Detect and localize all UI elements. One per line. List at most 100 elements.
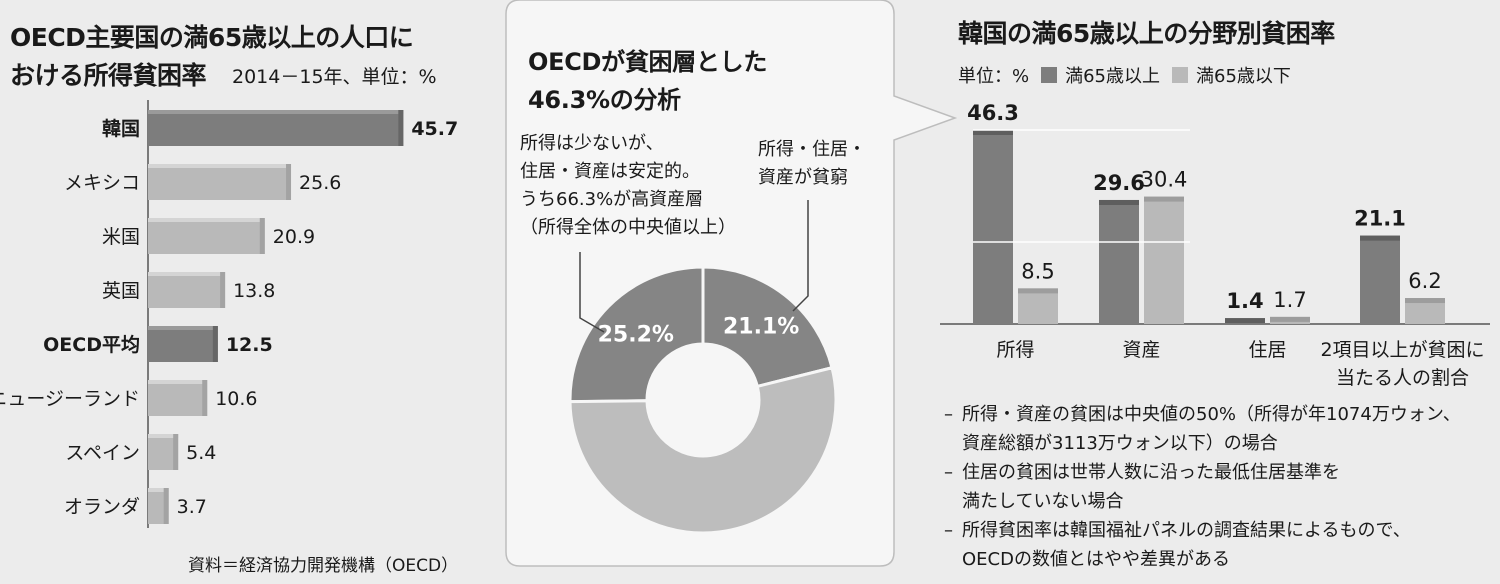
left-chart-title-line1: OECD主要国の満65歳以上の人口に	[10, 23, 414, 52]
bar-highlight	[148, 326, 218, 330]
middle-chart-title-line1: OECDが貧困層とした	[528, 48, 768, 76]
value-label: 30.4	[1141, 168, 1188, 192]
bar	[148, 380, 208, 416]
value-label: 20.9	[273, 226, 315, 248]
bar-cap	[1099, 199, 1139, 205]
note-item: – 住居の貧困は世帯人数に沿った最低住居基準を 満たしていない場合	[944, 458, 1461, 516]
bar-highlight	[148, 488, 169, 492]
legend-swatch-over65	[1041, 67, 1058, 83]
value-label: 3.7	[177, 496, 207, 518]
bar-cap	[973, 130, 1013, 135]
value-label: 25.6	[299, 172, 341, 194]
category-label: OECD平均	[43, 333, 140, 356]
value-label: 8.5	[1021, 259, 1054, 283]
callout-line-left	[579, 252, 605, 333]
left-bar-chart: 韓国 45.7 メキシコ 25.6 米国 20.9 英国 13.8 OECD平均 12.5 ニュージ…	[0, 100, 458, 528]
category-label: 住居	[1248, 339, 1286, 361]
bar-edge	[202, 380, 208, 416]
note-text: 所得貧困率は韓国福祉パネルの調査結果によるもので、 OECDの数値とはやや差異が…	[962, 520, 1411, 570]
bar-highlight	[148, 164, 292, 168]
legend-unit: 単位：%	[958, 66, 1030, 87]
bar	[148, 326, 218, 362]
category-label: 資産	[1122, 339, 1160, 361]
value-label: 21.1	[1354, 207, 1406, 231]
donut-left-note-line: （所得全体の中央値以上）	[520, 217, 736, 238]
left-chart-source: 資料＝経済協力開発機構（OECD）	[188, 556, 459, 576]
bar	[148, 272, 226, 308]
value-label: 46.3	[967, 101, 1019, 125]
bar	[1360, 235, 1400, 324]
left-chart-subtitle: 2014－15年、単位：%	[232, 66, 437, 88]
bar-cap	[1360, 235, 1400, 241]
value-label: 6.2	[1408, 269, 1441, 293]
donut-slice-label: 21.1%	[723, 315, 799, 340]
donut-slice	[701, 265, 834, 389]
donut-right-note: 所得・住居・ 資産が貧窮	[758, 136, 866, 192]
value-label: 5.4	[186, 442, 216, 464]
category-label: ニュージーランド	[0, 388, 140, 410]
donut-left-note: 所得は少ないが、 住居・資産は安定的。 うち66.3%が高資産層 （所得全体の中…	[520, 130, 736, 242]
bar-highlight	[148, 272, 226, 276]
value-label: 45.7	[411, 118, 458, 140]
legend-label-under65: 満65歳以下	[1196, 66, 1291, 87]
bar	[1144, 196, 1184, 324]
right-bar-chart: 46.3 8.5 所得 29.630.4 資産 1.4 1.7 住居 21.1 6.2 2項目以上が…	[940, 101, 1490, 389]
note-text: 所得・資産の貧困は中央値の50%（所得が年1074万ウォン、 資産総額が3113…	[962, 404, 1461, 454]
bar	[1018, 288, 1058, 324]
bar-highlight	[148, 380, 208, 384]
bar-cap	[1144, 196, 1184, 202]
bar-cap	[1018, 288, 1058, 294]
bar-highlight	[148, 110, 404, 114]
donut-slice-label: 25.2%	[598, 323, 674, 348]
donut-left-note-line: 所得は少ないが、	[520, 133, 664, 154]
bar	[1099, 199, 1139, 324]
donut-left-note-line: うち66.3%が高資産層	[520, 189, 704, 210]
bar-edge	[220, 272, 226, 308]
category-label: メキシコ	[64, 172, 140, 194]
bar	[148, 218, 265, 254]
bar-highlight	[148, 218, 265, 222]
value-label: 29.6	[1093, 171, 1145, 195]
bar	[148, 488, 169, 524]
right-chart-legend: 単位：% 満65歳以上 満65歳以下	[958, 62, 1291, 88]
bar	[973, 130, 1013, 324]
bar	[148, 110, 404, 146]
legend-swatch-under65	[1172, 67, 1189, 83]
value-label: 10.6	[215, 388, 257, 410]
value-label: 1.7	[1273, 288, 1306, 312]
left-chart-title-line2: おける所得貧困率	[10, 61, 207, 90]
bar-cap	[1405, 298, 1445, 304]
category-label: 所得	[996, 339, 1034, 361]
category-label: 米国	[102, 226, 140, 248]
right-chart-notes: – 所得・資産の貧困は中央値の50%（所得が年1074万ウォン、 資産総額が311…	[944, 400, 1461, 574]
bar-highlight	[148, 434, 179, 438]
note-text: 住居の貧困は世帯人数に沿った最低住居基準を 満たしていない場合	[962, 462, 1340, 512]
value-label: 13.8	[233, 280, 275, 302]
legend-label-over65: 満65歳以上	[1065, 66, 1161, 87]
category-label: スペイン	[65, 442, 140, 464]
value-label: 1.4	[1226, 289, 1263, 313]
bar-edge	[259, 218, 265, 254]
category-label: 当たる人の割合	[1336, 367, 1469, 389]
bar	[148, 434, 179, 470]
category-label: 英国	[102, 280, 140, 302]
bar-cap	[1225, 318, 1265, 324]
donut-right-note-line: 所得・住居・	[758, 139, 866, 160]
bar-edge	[286, 164, 292, 200]
donut-chart: 25.2% 21.1%	[568, 200, 838, 535]
category-label: オランダ	[64, 496, 140, 518]
bar-cap	[1270, 316, 1310, 322]
bar-edge	[173, 434, 179, 470]
note-item: – 所得・資産の貧困は中央値の50%（所得が年1074万ウォン、 資産総額が311…	[944, 400, 1461, 458]
category-label: 韓国	[102, 117, 140, 140]
value-label: 12.5	[226, 334, 273, 356]
donut-left-note-line: 住居・資産は安定的。	[520, 161, 700, 182]
note-item: – 所得貧困率は韓国福祉パネルの調査結果によるもので、 OECDの数値とはやや差異…	[944, 516, 1461, 574]
donut-right-note-line: 資産が貧窮	[758, 167, 848, 188]
callout-line-right	[792, 200, 809, 312]
bar	[148, 164, 292, 200]
donut-slice	[568, 265, 705, 404]
bar-edge	[212, 326, 218, 362]
bar-edge	[398, 110, 404, 146]
right-chart-title: 韓国の満65歳以上の分野別貧困率	[958, 19, 1335, 48]
